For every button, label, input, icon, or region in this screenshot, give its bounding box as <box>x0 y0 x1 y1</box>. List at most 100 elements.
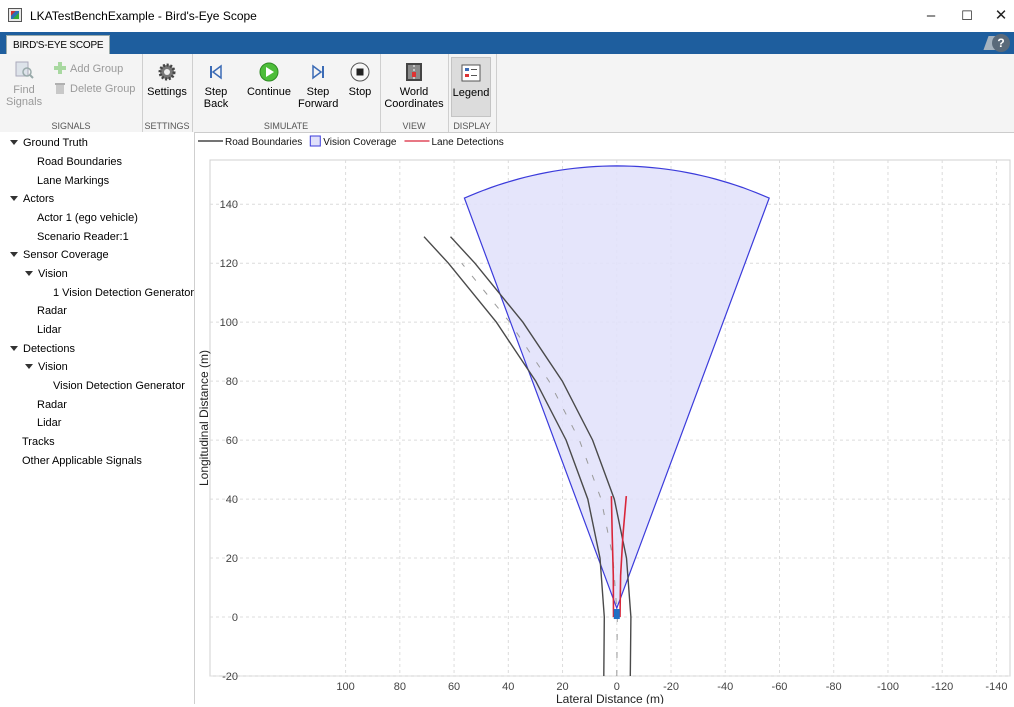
tree-label: Actors <box>23 193 55 205</box>
x-tick-label: 100 <box>336 681 354 693</box>
x-tick-label: 0 <box>614 681 620 693</box>
expand-arrow-icon <box>10 346 18 351</box>
signals-section-label: SIGNALS <box>51 121 91 131</box>
legend-label: Vision Coverage <box>323 137 397 148</box>
trash-icon <box>54 82 66 94</box>
y-tick-label: 120 <box>220 258 238 270</box>
y-tick-label: 60 <box>226 435 238 447</box>
tree-label: Ground Truth <box>23 137 88 149</box>
vision-coverage-area <box>463 165 770 610</box>
y-tick-label: -20 <box>222 671 238 683</box>
simulate-section-label: SIMULATE <box>263 121 309 131</box>
tree-item-detections-vision[interactable]: Vision <box>25 361 68 373</box>
legend-label: Lane Detections <box>431 137 503 148</box>
minimize-button[interactable]: – <box>926 7 936 24</box>
expand-arrow-icon <box>10 140 18 145</box>
tree-label: Detections <box>23 343 75 355</box>
window-title: LKATestBenchExample - Bird's-Eye Scope <box>30 9 257 23</box>
tree-label: Sensor Coverage <box>23 249 109 261</box>
tree-label: Vision <box>38 268 68 280</box>
title-bar: LKATestBenchExample - Bird's-Eye Scope –… <box>0 0 1014 32</box>
maximize-button[interactable]: ☐ <box>961 8 973 23</box>
birds-eye-axes[interactable]: 100 80 60 40 20 0 -20 -40 -60 -80 -100 -120 -140 -20 0… <box>196 132 1014 706</box>
stop-button[interactable]: Stop <box>344 62 376 98</box>
tree-item-coverage-vision[interactable]: Vision <box>25 268 68 280</box>
world-coordinates-button[interactable]: World Coordinates <box>384 62 444 110</box>
y-axis-label: Longitudinal Distance (m) <box>197 350 211 486</box>
tree-label: Vision <box>38 361 68 373</box>
settings-label: Settings <box>147 86 187 98</box>
tree-item-detections-radar[interactable]: Radar <box>37 399 67 411</box>
x-tick-label: 80 <box>394 681 406 693</box>
step-back-label: Step Back <box>203 86 229 110</box>
tree-item-tracks[interactable]: Tracks <box>22 436 55 448</box>
toolstrip: Find Signals Add Group Delete Group SIGN… <box>0 54 1014 133</box>
tree-item-other-signals[interactable]: Other Applicable Signals <box>22 455 142 467</box>
lane-detection-line <box>610 496 615 618</box>
y-tick-label: 20 <box>226 553 238 565</box>
x-tick-label: -20 <box>663 681 679 693</box>
expand-arrow-icon <box>25 364 33 369</box>
legend-icon <box>460 63 482 83</box>
display-section: Legend DISPLAY <box>448 54 497 132</box>
tab-birds-eye-scope[interactable]: BIRD'S-EYE SCOPE <box>6 35 111 55</box>
road-boundary-line <box>423 236 606 677</box>
gear-icon <box>156 62 178 82</box>
step-back-icon <box>205 62 227 82</box>
play-icon <box>258 62 280 82</box>
y-tick-label: 140 <box>220 199 238 211</box>
expand-arrow-icon <box>10 196 18 201</box>
signals-tree: Ground Truth Road Boundaries Lane Markin… <box>0 132 195 704</box>
legend-toggle-button[interactable]: Legend <box>451 57 491 117</box>
stop-icon <box>349 62 371 82</box>
tree-item-detections-lidar[interactable]: Lidar <box>37 417 62 429</box>
tree-item-road-boundaries[interactable]: Road Boundaries <box>37 156 123 168</box>
birds-eye-plot[interactable]: 100 80 60 40 20 0 -20 -40 -60 -80 -100 -120 -140 -20 0… <box>196 132 1014 707</box>
legend-swatch <box>309 135 321 147</box>
view-section: World Coordinates VIEW <box>380 54 449 132</box>
help-icon[interactable]: ? <box>992 34 1010 52</box>
close-button[interactable]: ✕ <box>994 7 1008 24</box>
tree-item-detections-vision-generator[interactable]: Vision Detection Generator <box>53 380 185 392</box>
settings-section-label: SETTINGS <box>144 121 190 131</box>
x-axis-label: Lateral Distance (m) <box>556 692 664 704</box>
y-tick-label: 80 <box>226 376 238 388</box>
tree-item-detections[interactable]: Detections <box>10 343 75 355</box>
y-tick-label: 0 <box>232 612 238 624</box>
x-tick-label: -140 <box>985 681 1007 693</box>
road-boundary-line <box>449 236 632 677</box>
find-signals-label: Find Signals <box>6 84 43 108</box>
find-signals-button[interactable]: Find Signals <box>6 60 42 108</box>
simulate-section: Step Back Continue Step Forward Stop SIM… <box>192 54 381 132</box>
delete-group-button[interactable]: Delete Group <box>54 82 135 95</box>
tree-item-scenario-reader[interactable]: Scenario Reader:1 <box>37 231 129 243</box>
legend-label: Road Boundaries <box>225 137 302 148</box>
app-icon <box>8 8 22 22</box>
tree-item-lane-markings[interactable]: Lane Markings <box>37 175 110 187</box>
step-back-button[interactable]: Step Back <box>200 62 232 110</box>
tree-item-sensor-coverage[interactable]: Sensor Coverage <box>10 249 109 261</box>
legend-label: Legend <box>452 87 490 99</box>
legend-item: Lane Detections <box>404 137 504 148</box>
settings-section: Settings SETTINGS <box>142 54 193 132</box>
tab-strip: BIRD'S-EYE SCOPE ? <box>0 32 1014 55</box>
settings-button[interactable]: Settings <box>144 62 190 98</box>
tree-item-coverage-radar[interactable]: Radar <box>37 305 67 317</box>
tree-item-ground-truth[interactable]: Ground Truth <box>10 137 88 149</box>
continue-label: Continue <box>246 86 292 98</box>
lane-detection-line <box>619 496 628 618</box>
legend-item: Road Boundaries <box>198 137 302 148</box>
tree-item-coverage-vision-generator[interactable]: 1 Vision Detection Generator <box>53 287 195 299</box>
signals-section: Find Signals Add Group Delete Group SIGN… <box>0 54 143 132</box>
add-group-button[interactable]: Add Group <box>54 62 123 75</box>
step-forward-button[interactable]: Step Forward <box>298 62 338 110</box>
x-tick-label: -100 <box>877 681 899 693</box>
step-forward-icon <box>307 62 329 82</box>
step-forward-label: Step Forward <box>298 86 339 110</box>
continue-button[interactable]: Continue <box>244 62 294 98</box>
display-section-label: DISPLAY <box>453 121 491 131</box>
tree-item-actor-1[interactable]: Actor 1 (ego vehicle) <box>37 212 138 224</box>
tree-item-coverage-lidar[interactable]: Lidar <box>37 324 62 336</box>
tree-item-actors[interactable]: Actors <box>10 193 54 205</box>
stop-label: Stop <box>348 86 372 98</box>
